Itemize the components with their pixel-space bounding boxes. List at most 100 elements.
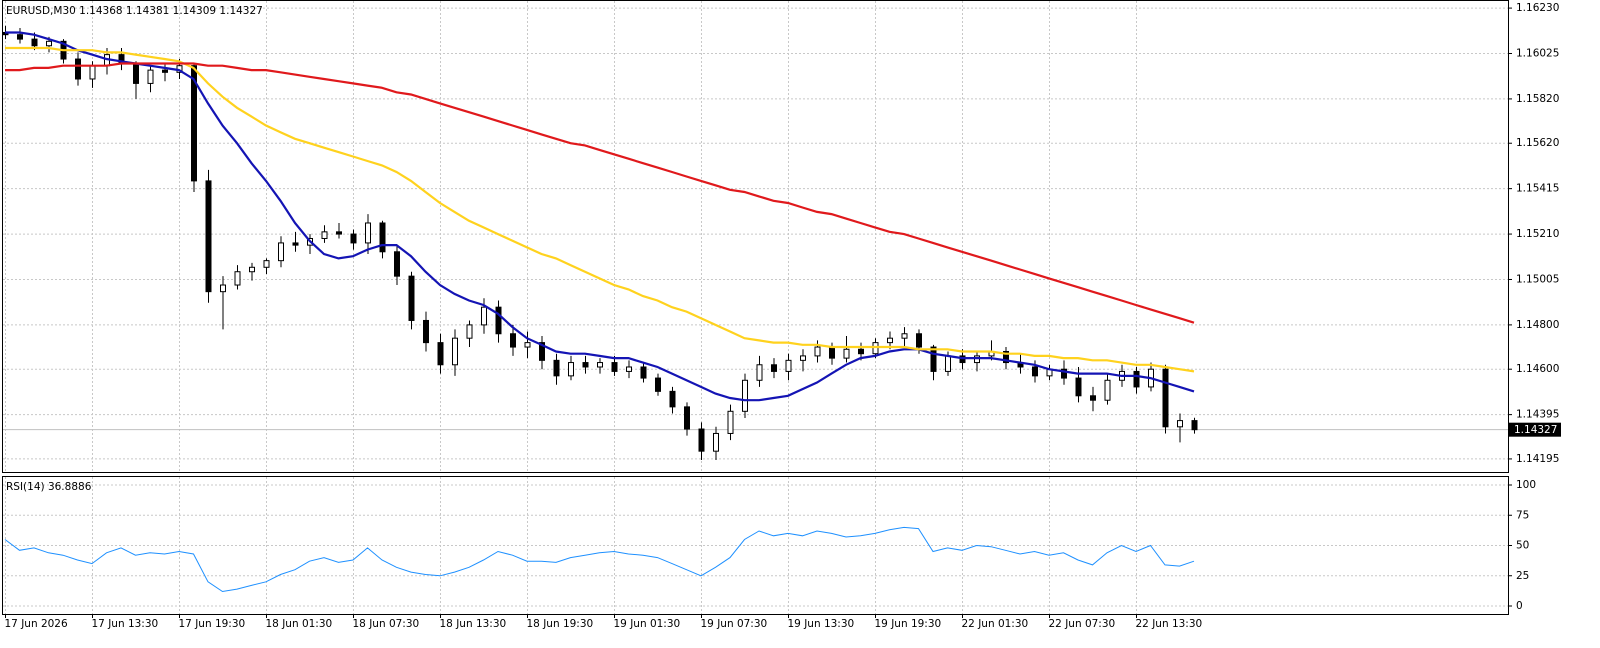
y-tick-label: 0 xyxy=(1516,600,1523,612)
candle-body xyxy=(495,306,502,335)
candle-body xyxy=(756,364,763,381)
candle-body xyxy=(930,346,937,372)
y-tick-label: 25 xyxy=(1516,570,1529,582)
candle-body xyxy=(698,428,705,452)
candle-body xyxy=(263,260,270,268)
candle-body xyxy=(785,359,792,372)
y-tick-label: 50 xyxy=(1516,540,1529,552)
candle-body xyxy=(611,362,618,372)
candle-body xyxy=(1191,420,1198,431)
y-tick-label: 1.15005 xyxy=(1516,273,1559,285)
candle-body xyxy=(89,65,96,80)
candle-body xyxy=(1061,368,1067,379)
candle-body xyxy=(437,342,444,366)
candle-body xyxy=(394,251,400,277)
candle-body xyxy=(713,432,719,452)
candle-body xyxy=(829,346,835,359)
main-panel-frame xyxy=(2,0,1509,473)
candle-body xyxy=(524,342,531,348)
candle-body xyxy=(278,242,284,262)
y-tick-label: 1.14800 xyxy=(1516,319,1559,331)
candle-body xyxy=(1104,379,1111,401)
candle-body xyxy=(1162,368,1169,428)
candle-body xyxy=(147,69,154,84)
candle-body xyxy=(539,342,545,361)
candle-body xyxy=(814,346,821,357)
candle-body xyxy=(1075,377,1082,397)
candle-body xyxy=(582,362,589,368)
candle-body xyxy=(959,355,966,364)
candle-body xyxy=(423,319,429,344)
mark-layer xyxy=(2,25,1198,593)
last-price-box xyxy=(1509,422,1561,437)
moving-average-line xyxy=(5,31,1195,402)
candle-body xyxy=(1177,420,1183,428)
y-tick-label: 100 xyxy=(1516,479,1536,491)
candle-body xyxy=(292,242,299,246)
y-tick-label: 1.14395 xyxy=(1516,409,1559,421)
candle-body xyxy=(452,337,458,366)
candle-body xyxy=(800,355,806,361)
candle-body xyxy=(916,333,922,348)
y-tick-label: 1.15820 xyxy=(1516,93,1559,105)
x-tick-label: 22 Jun 13:30 xyxy=(1136,618,1203,630)
candle-body xyxy=(843,348,850,359)
y-tick-label: 1.15620 xyxy=(1516,137,1559,149)
candle-body xyxy=(669,390,676,408)
y-tick-label: 1.16230 xyxy=(1516,2,1559,14)
x-tick-label: 17 Jun 13:30 xyxy=(92,618,159,630)
candle-body xyxy=(974,355,980,364)
panel-title: EURUSD,M30 1.14368 1.14381 1.14309 1.143… xyxy=(6,5,263,17)
candle-body xyxy=(234,271,241,286)
y-tick-label: 1.15210 xyxy=(1516,228,1559,240)
y-tick-label: 1.16025 xyxy=(1516,48,1559,60)
candle-body xyxy=(220,284,226,293)
candle-body xyxy=(945,355,951,372)
candle-body xyxy=(684,406,690,430)
candle-body xyxy=(887,337,893,344)
candle-body xyxy=(1133,370,1140,388)
candle-body xyxy=(350,233,357,244)
rsi-line xyxy=(4,526,1195,593)
moving-average-line xyxy=(5,62,1195,324)
candle-body xyxy=(31,38,38,47)
candle-body xyxy=(568,362,574,377)
candle-body xyxy=(408,275,415,321)
x-tick-label: 18 Jun 13:30 xyxy=(440,618,507,630)
candle-body xyxy=(191,65,197,182)
x-tick-label: 22 Jun 07:30 xyxy=(1049,618,1116,630)
candle-body xyxy=(75,58,81,80)
grid-layer xyxy=(3,1,1512,618)
last-price-label: 1.14327 xyxy=(1514,424,1557,436)
candle-body xyxy=(872,342,879,355)
moving-average-line xyxy=(5,46,1195,373)
candle-body xyxy=(1032,366,1038,377)
candle-body xyxy=(858,348,864,355)
candle-body xyxy=(553,359,560,377)
x-tick-label: 19 Jun 19:30 xyxy=(875,618,942,630)
candle-body xyxy=(626,366,632,372)
candle-body xyxy=(336,231,342,235)
candle-body xyxy=(17,34,23,40)
y-tick-label: 75 xyxy=(1516,509,1529,521)
x-tick-label: 18 Jun 07:30 xyxy=(353,618,420,630)
candle-body xyxy=(205,180,212,293)
y-tick-label: 1.14195 xyxy=(1516,453,1559,465)
candle-body xyxy=(249,266,255,273)
x-tick-label: 18 Jun 01:30 xyxy=(266,618,333,630)
x-tick-label: 19 Jun 01:30 xyxy=(614,618,681,630)
candle-body xyxy=(46,40,52,47)
candle-body xyxy=(365,222,371,244)
candle-body xyxy=(133,62,139,84)
candle-body xyxy=(901,333,908,339)
x-tick-label: 17 Jun 2026 xyxy=(5,618,68,630)
panel-title: RSI(14) 36.8886 xyxy=(6,481,92,493)
candle-body xyxy=(481,306,487,326)
x-tick-label: 19 Jun 13:30 xyxy=(788,618,855,630)
candle-body xyxy=(597,362,603,368)
candle-body xyxy=(655,377,661,392)
candle-body xyxy=(1003,350,1009,364)
y-tick-label: 1.14600 xyxy=(1516,363,1559,375)
